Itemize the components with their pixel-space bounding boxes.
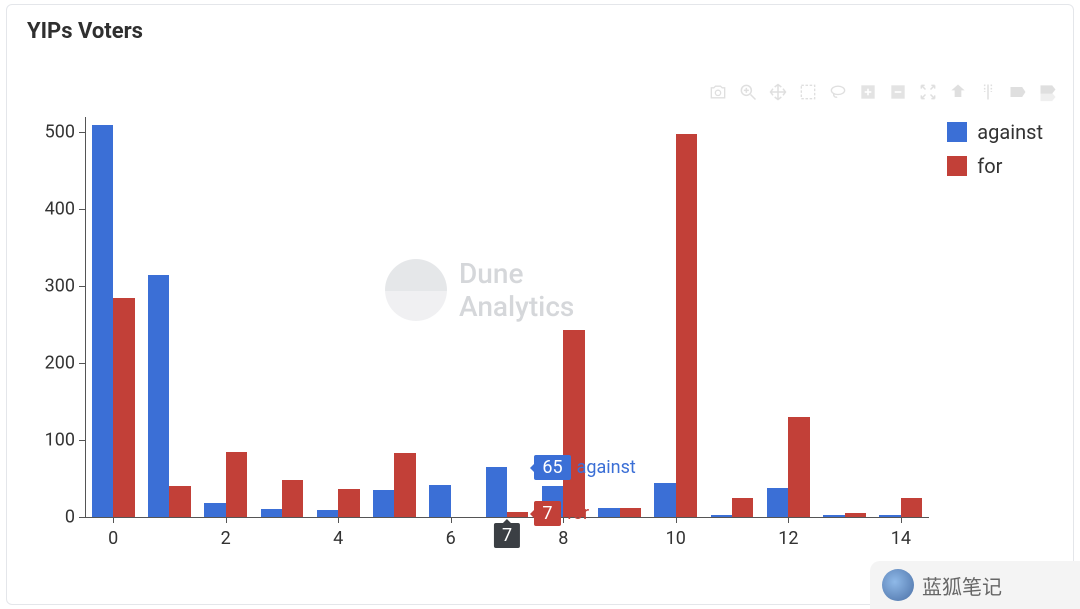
bar-against[interactable] [204, 503, 225, 517]
legend-item-against[interactable]: against [947, 120, 1043, 144]
bar-against[interactable] [767, 488, 788, 517]
bar-for[interactable] [676, 134, 697, 517]
tooltip-series: for [567, 503, 590, 524]
bar-for[interactable] [620, 508, 641, 517]
zoom-in-icon[interactable] [857, 81, 879, 103]
bar-against[interactable] [598, 508, 619, 517]
y-tick-label: 200 [25, 353, 75, 374]
chart-title: YIPs Voters [27, 19, 143, 44]
legend: against for [947, 120, 1043, 188]
bar-against[interactable] [317, 510, 338, 517]
tooltip-value: 7 [534, 501, 560, 526]
x-tick-label: 0 [108, 528, 118, 549]
bar-for[interactable] [394, 453, 415, 517]
y-tick-label: 400 [25, 199, 75, 220]
chart-card: YIPs Voters against for Dune Analytics [6, 4, 1074, 605]
bar-against[interactable] [486, 467, 507, 517]
spike-icon[interactable] [977, 81, 999, 103]
x-hover-label: 7 [494, 523, 520, 548]
hover-tooltip: 65 against [534, 455, 635, 480]
x-tick-label: 6 [446, 528, 456, 549]
zoom-icon[interactable] [737, 81, 759, 103]
source-badge[interactable]: 蓝狐笔记 [870, 561, 1080, 609]
bar-against[interactable] [711, 515, 732, 517]
plot-area[interactable]: Dune Analytics 0100200300400500024681012… [35, 117, 933, 545]
camera-icon[interactable] [707, 81, 729, 103]
x-tick-label: 14 [891, 528, 911, 549]
bar-against[interactable] [373, 490, 394, 517]
bar-for[interactable] [788, 417, 809, 517]
bar-for[interactable] [169, 486, 190, 517]
bars-container [85, 117, 933, 517]
pan-icon[interactable] [767, 81, 789, 103]
x-tick-label: 2 [221, 528, 231, 549]
legend-label: against [977, 120, 1043, 144]
y-tick-label: 500 [25, 122, 75, 143]
legend-item-for[interactable]: for [947, 154, 1043, 178]
y-tick-label: 100 [25, 430, 75, 451]
select-box-icon[interactable] [797, 81, 819, 103]
x-tick-label: 10 [666, 528, 686, 549]
compare-icon[interactable] [1037, 81, 1059, 103]
legend-swatch [947, 122, 967, 142]
bar-for[interactable] [226, 452, 247, 517]
bar-against[interactable] [148, 275, 169, 517]
avatar-icon [882, 569, 914, 601]
show-closest-icon[interactable] [1007, 81, 1029, 103]
bar-for[interactable] [338, 489, 359, 517]
legend-swatch [947, 156, 967, 176]
plot-toolbar [707, 81, 1059, 103]
y-tick-label: 300 [25, 276, 75, 297]
zoom-out-icon[interactable] [887, 81, 909, 103]
legend-label: for [977, 154, 1002, 178]
bar-for[interactable] [845, 513, 866, 517]
bar-against[interactable] [879, 515, 900, 517]
bar-for[interactable] [113, 298, 134, 517]
tooltip-value: 65 [534, 455, 570, 480]
bar-for[interactable] [901, 498, 922, 517]
x-tick-label: 12 [778, 528, 798, 549]
source-label: 蓝狐笔记 [922, 571, 1002, 600]
bar-for[interactable] [282, 480, 303, 517]
reset-icon[interactable] [947, 81, 969, 103]
lasso-icon[interactable] [827, 81, 849, 103]
bar-for[interactable] [732, 498, 753, 517]
bar-against[interactable] [92, 125, 113, 517]
x-tick-label: 8 [558, 528, 568, 549]
y-tick-label: 0 [25, 507, 75, 528]
bar-against[interactable] [261, 509, 282, 517]
bar-against[interactable] [429, 485, 450, 517]
hover-tooltip: 7 for [534, 501, 589, 526]
tooltip-series: against [577, 457, 636, 478]
x-tick-label: 4 [333, 528, 343, 549]
bar-against[interactable] [654, 483, 675, 517]
bar-for[interactable] [563, 330, 584, 517]
bar-against[interactable] [823, 515, 844, 517]
autoscale-icon[interactable] [917, 81, 939, 103]
